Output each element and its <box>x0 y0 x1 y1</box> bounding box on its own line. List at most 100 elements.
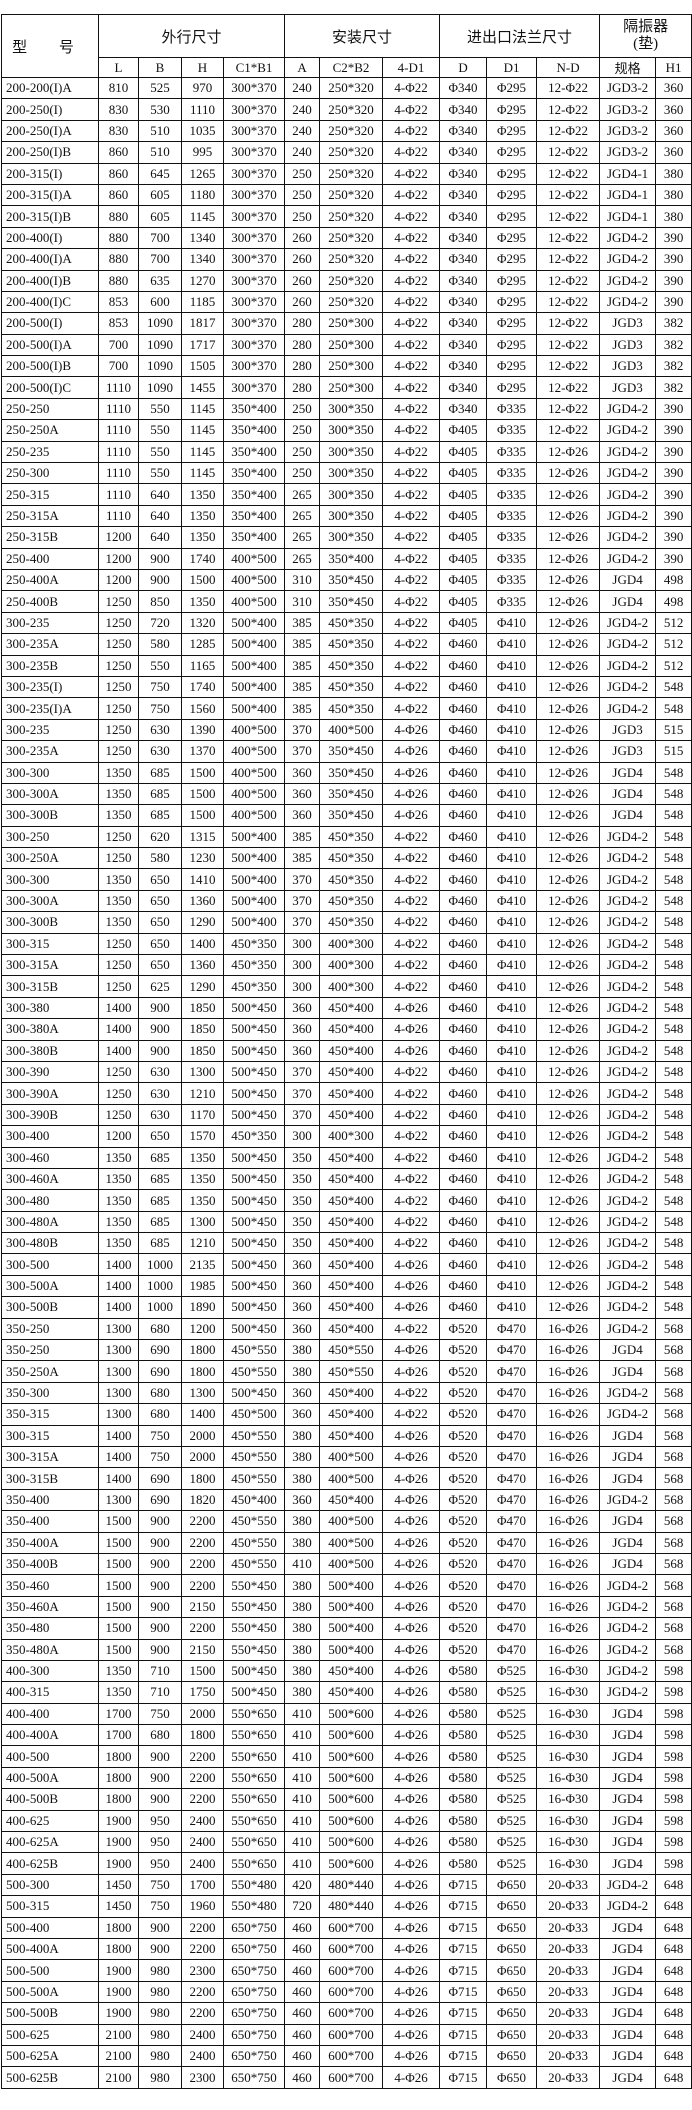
column-header: D <box>439 57 488 78</box>
value-cell: JGD3-2 <box>599 141 657 164</box>
model-cell: 300-480A <box>1 1210 99 1234</box>
value-cell: 2000 <box>181 1424 224 1448</box>
value-cell: Φ525 <box>486 1766 538 1790</box>
value-cell: 1350 <box>98 911 139 934</box>
value-cell: 380 <box>284 1424 321 1448</box>
value-cell: 500*600 <box>319 1724 384 1747</box>
value-cell: 12-Φ26 <box>536 1210 601 1234</box>
table-row: 250-300 1110 550 1145 350*400 250 300*350 4-Φ22… <box>1 462 692 485</box>
value-cell: 2200 <box>181 1980 224 2004</box>
value-cell: 4-Φ22 <box>382 1210 441 1234</box>
value-cell: Φ650 <box>486 2002 538 2025</box>
value-cell: 550 <box>138 440 182 464</box>
value-cell: 550*650 <box>222 1831 286 1854</box>
value-cell: 1350 <box>181 1167 224 1191</box>
value-cell: 350*400 <box>222 483 286 506</box>
value-cell: 380 <box>284 1467 321 1490</box>
value-cell: 550*450 <box>222 1595 286 1619</box>
value-cell: 1500 <box>98 1638 139 1661</box>
value-cell: 450*400 <box>319 1681 384 1704</box>
value-cell: 4-Φ26 <box>382 1574 441 1597</box>
value-cell: 390 <box>655 269 692 292</box>
value-cell: 360 <box>655 98 692 121</box>
value-cell: Φ460 <box>439 1039 488 1062</box>
value-cell: 900 <box>138 1039 182 1062</box>
value-cell: 12-Φ26 <box>536 633 601 656</box>
value-cell: 1500 <box>181 782 224 806</box>
value-cell: 450*550 <box>222 1424 286 1448</box>
model-cell: 350-400B <box>1 1552 99 1576</box>
value-cell: 300*350 <box>319 440 384 464</box>
value-cell: 250*320 <box>319 248 384 271</box>
value-cell: Φ715 <box>439 1980 488 2004</box>
value-cell: Φ340 <box>439 355 488 378</box>
value-cell: 1450 <box>98 1873 139 1897</box>
value-cell: 500*450 <box>222 1317 286 1341</box>
value-cell: 980 <box>138 1959 182 1982</box>
table-row: 300-235(I) 1250 750 1740 500*400 385 450*350 4-… <box>1 675 692 699</box>
value-cell: 1110 <box>98 504 139 528</box>
value-cell: 2300 <box>181 1959 224 1982</box>
value-cell: 900 <box>138 547 182 570</box>
value-cell: 4-Φ26 <box>382 1531 441 1554</box>
value-cell: 380 <box>284 1339 321 1362</box>
value-cell: 12-Φ22 <box>536 269 601 292</box>
value-cell: 548 <box>655 1125 692 1148</box>
value-cell: 4-Φ26 <box>382 782 441 806</box>
value-cell: 500*400 <box>222 847 286 870</box>
value-cell: 500*450 <box>222 1039 286 1062</box>
value-cell: 12-Φ26 <box>536 1167 601 1191</box>
value-cell: 350*400 <box>222 526 286 549</box>
value-cell: 380 <box>284 1681 321 1704</box>
value-cell: 410 <box>284 1809 321 1833</box>
value-cell: 853 <box>98 312 139 335</box>
value-cell: 4-Φ22 <box>382 183 441 207</box>
value-cell: 380 <box>284 1445 321 1469</box>
value-cell: 900 <box>138 1552 182 1576</box>
value-cell: JGD4-2 <box>599 825 657 849</box>
value-cell: 350*400 <box>319 547 384 570</box>
value-cell: 600*700 <box>319 1959 384 1982</box>
value-cell: Φ520 <box>439 1574 488 1597</box>
value-cell: 250 <box>284 205 321 228</box>
value-cell: 4-Φ26 <box>382 804 441 827</box>
model-cell: 400-500A <box>1 1766 99 1790</box>
value-cell: 860 <box>98 162 139 185</box>
model-cell: 300-250A <box>1 847 99 870</box>
value-cell: Φ295 <box>486 376 538 399</box>
value-cell: 568 <box>655 1360 692 1383</box>
value-cell: 1250 <box>98 932 139 956</box>
value-cell: 1090 <box>138 312 182 335</box>
value-cell: 370 <box>284 889 321 913</box>
value-cell: JGD4-2 <box>599 633 657 656</box>
value-cell: 1985 <box>181 1274 224 1298</box>
value-cell: Φ460 <box>439 718 488 742</box>
value-cell: JGD3-2 <box>599 98 657 121</box>
value-cell: JGD4-1 <box>599 205 657 228</box>
value-cell: 350*450 <box>319 568 384 592</box>
table-row: 500-315 1450 750 1960 550*480 720 480*440 4-Φ26… <box>1 1895 692 1918</box>
value-cell: 515 <box>655 740 692 763</box>
value-cell: 12-Φ22 <box>536 226 601 250</box>
value-cell: 810 <box>98 76 139 100</box>
value-cell: 460 <box>284 2023 321 2046</box>
value-cell: 265 <box>284 526 321 549</box>
value-cell: Φ470 <box>486 1488 538 1512</box>
value-cell: Φ460 <box>439 633 488 656</box>
value-cell: Φ295 <box>486 205 538 228</box>
value-cell: Φ295 <box>486 119 538 143</box>
isolator-header: 隔振器 (垫) <box>599 14 692 58</box>
table-row: 500-500A 1900 980 2200 650*750 460 600*700 4-Φ2… <box>1 1980 692 2004</box>
value-cell: JGD4-2 <box>599 1403 657 1426</box>
value-cell: 548 <box>655 1274 692 1298</box>
value-cell: 598 <box>655 1852 692 1875</box>
value-cell: 12-Φ26 <box>536 440 601 464</box>
value-cell: Φ580 <box>439 1702 488 1726</box>
value-cell: 410 <box>284 1766 321 1790</box>
value-cell: JGD4-2 <box>599 1595 657 1619</box>
value-cell: 605 <box>138 183 182 207</box>
value-cell: 4-Φ22 <box>382 397 441 421</box>
value-cell: 12-Φ26 <box>536 675 601 699</box>
value-cell: Φ715 <box>439 2044 488 2068</box>
value-cell: 2300 <box>181 2066 224 2089</box>
